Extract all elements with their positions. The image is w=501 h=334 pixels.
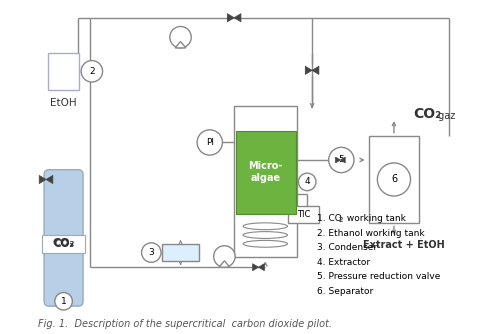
Bar	[369, 136, 419, 223]
Text: 5. Pressure reduction valve: 5. Pressure reduction valve	[317, 273, 440, 282]
Text: 1: 1	[61, 297, 67, 306]
Text: CO₂: CO₂	[413, 107, 441, 121]
FancyBboxPatch shape	[44, 170, 83, 306]
Text: EtOH: EtOH	[50, 99, 77, 109]
Text: 4: 4	[305, 177, 310, 186]
Text: 3: 3	[148, 248, 154, 257]
Circle shape	[377, 163, 410, 196]
Circle shape	[81, 60, 103, 82]
Polygon shape	[234, 14, 241, 22]
Text: 6: 6	[391, 174, 397, 184]
Text: CO₂: CO₂	[53, 239, 74, 249]
Polygon shape	[39, 175, 46, 184]
Circle shape	[197, 130, 222, 155]
Polygon shape	[175, 41, 186, 48]
Circle shape	[142, 243, 161, 262]
Text: 4. Extractor: 4. Extractor	[317, 258, 370, 267]
Bar	[234, 107, 298, 258]
Circle shape	[170, 26, 191, 48]
Text: 1. CO: 1. CO	[317, 214, 342, 223]
Bar	[236, 131, 296, 213]
Text: gaz: gaz	[435, 111, 455, 121]
Bar	[42, 235, 85, 253]
Polygon shape	[305, 66, 312, 74]
Polygon shape	[227, 14, 234, 22]
Polygon shape	[46, 175, 53, 184]
Bar	[162, 244, 199, 261]
Circle shape	[299, 173, 316, 191]
Text: CO₂: CO₂	[53, 238, 75, 248]
Text: 2: 2	[89, 67, 95, 76]
Text: TIC: TIC	[297, 210, 310, 219]
Text: Fig. 1.  Description of the supercritical  carbon dioxide pilot.: Fig. 1. Description of the supercritical…	[39, 319, 333, 329]
Text: 5: 5	[339, 156, 344, 164]
Bar	[288, 206, 319, 223]
Text: 2. Ethanol working tank: 2. Ethanol working tank	[317, 228, 424, 237]
Circle shape	[213, 246, 235, 267]
Circle shape	[329, 147, 354, 173]
Polygon shape	[259, 264, 265, 271]
Text: Micro-
algae: Micro- algae	[248, 161, 283, 183]
Text: PI: PI	[206, 138, 214, 147]
Polygon shape	[336, 157, 340, 163]
Circle shape	[55, 293, 72, 310]
Text: 2: 2	[339, 217, 343, 223]
Polygon shape	[219, 261, 230, 267]
Polygon shape	[253, 264, 259, 271]
Text: 3. Condenser: 3. Condenser	[317, 243, 377, 252]
Polygon shape	[340, 157, 345, 163]
Polygon shape	[312, 66, 319, 74]
Bar	[48, 53, 79, 90]
Text: Extract + EtOH: Extract + EtOH	[363, 240, 444, 250]
Text: working tank: working tank	[344, 214, 406, 223]
Text: 6. Separator: 6. Separator	[317, 287, 373, 296]
